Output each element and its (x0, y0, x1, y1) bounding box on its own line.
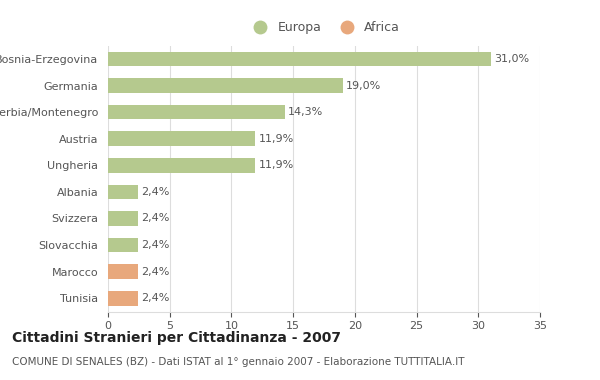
Text: Cittadini Stranieri per Cittadinanza - 2007: Cittadini Stranieri per Cittadinanza - 2… (12, 331, 341, 345)
Bar (108, 291, 137, 306)
Bar (108, 131, 255, 146)
Bar (108, 211, 137, 226)
Legend: Europa, Africa: Europa, Africa (248, 21, 400, 34)
Bar (108, 52, 491, 66)
Bar (108, 78, 343, 93)
Text: 19,0%: 19,0% (346, 81, 382, 90)
Bar (108, 264, 137, 279)
Text: 2,4%: 2,4% (142, 293, 170, 303)
Text: 2,4%: 2,4% (142, 267, 170, 277)
Bar (108, 158, 255, 173)
Text: 2,4%: 2,4% (142, 240, 170, 250)
Bar (108, 105, 284, 119)
Text: 2,4%: 2,4% (142, 187, 170, 197)
Text: COMUNE DI SENALES (BZ) - Dati ISTAT al 1° gennaio 2007 - Elaborazione TUTTITALIA: COMUNE DI SENALES (BZ) - Dati ISTAT al 1… (12, 357, 464, 367)
Bar (108, 238, 137, 252)
Text: 14,3%: 14,3% (288, 107, 323, 117)
Text: 11,9%: 11,9% (259, 134, 294, 144)
Text: 11,9%: 11,9% (259, 160, 294, 170)
Text: 31,0%: 31,0% (494, 54, 529, 64)
Text: 2,4%: 2,4% (142, 214, 170, 223)
Bar (108, 185, 137, 199)
